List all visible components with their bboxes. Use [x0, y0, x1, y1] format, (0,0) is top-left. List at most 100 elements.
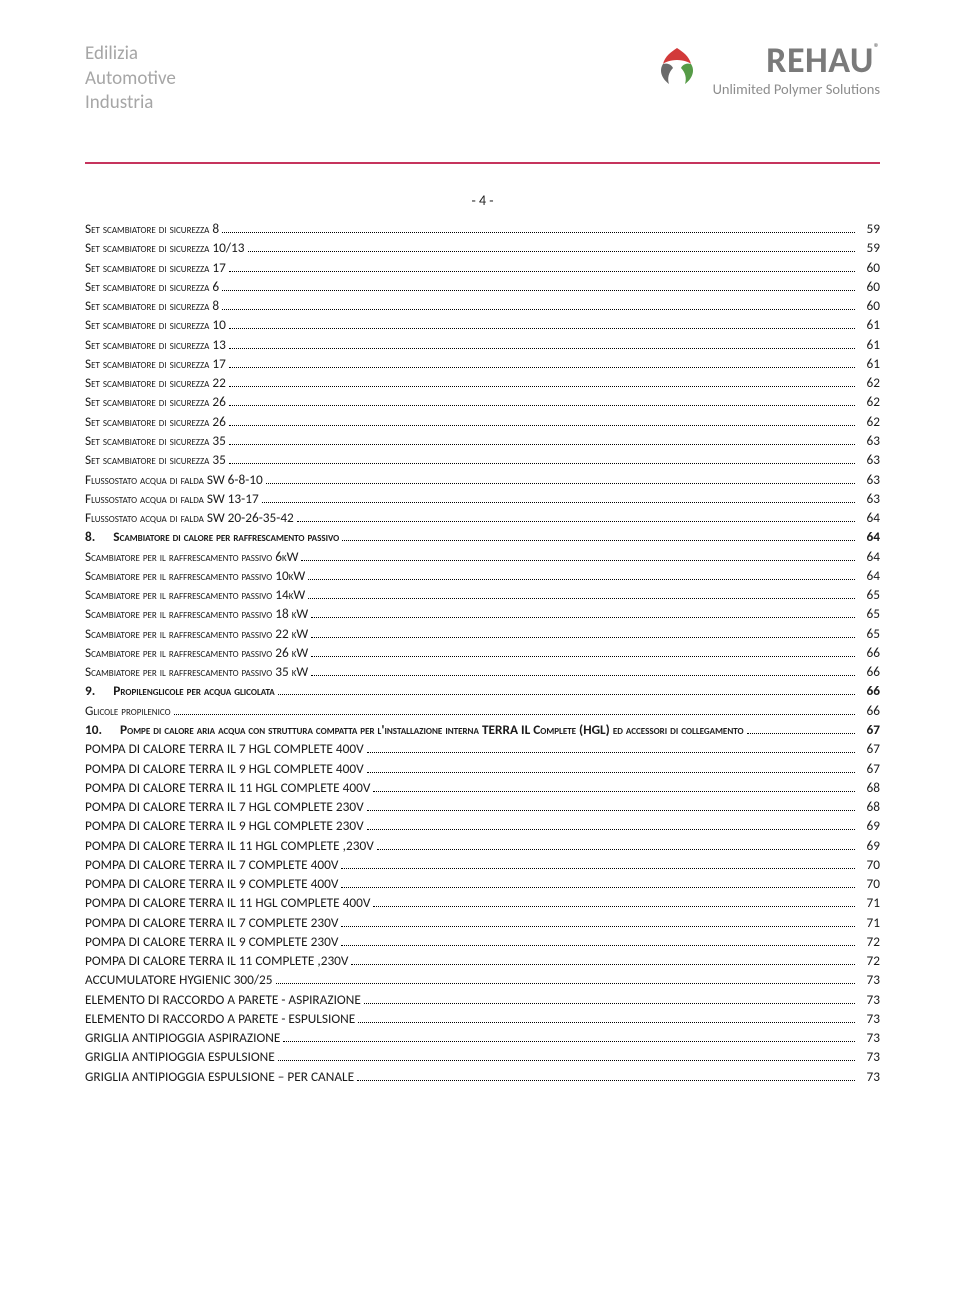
toc-label: POMPA DI CALORE TERRA IL 9 HGL COMPLETE …	[85, 759, 364, 778]
header-left-block: Edilizia Automotive Industria	[85, 42, 176, 116]
toc-page-number: 61	[858, 335, 880, 354]
toc-page-number: 69	[858, 816, 880, 835]
toc-row: Scambiatore per il raffrescamento passiv…	[85, 662, 880, 681]
toc-leader-dots	[222, 232, 855, 233]
brand-tagline: Unlimited Polymer Solutions	[713, 80, 880, 98]
toc-page-number: 73	[858, 1009, 880, 1028]
toc-leader-dots	[311, 637, 855, 638]
toc-page-number: 63	[858, 489, 880, 508]
toc-row: POMPA DI CALORE TERRA IL 11 HGL COMPLETE…	[85, 778, 880, 797]
toc-page-number: 64	[858, 547, 880, 566]
toc-leader-dots	[311, 617, 855, 618]
toc-row: POMPA DI CALORE TERRA IL 7 COMPLETE 400V…	[85, 855, 880, 874]
toc-row: Scambiatore per il raffrescamento passiv…	[85, 624, 880, 643]
toc-page-number: 63	[858, 470, 880, 489]
toc-page-number: 63	[858, 450, 880, 469]
toc-leader-dots	[341, 887, 855, 888]
toc-label: GRIGLIA ANTIPIOGGIA ESPULSIONE – PER CAN…	[85, 1067, 354, 1086]
toc-label-text: GRIGLIA ANTIPIOGGIA ASPIRAZIONE	[85, 1029, 280, 1046]
toc-label: Flussostato acqua di falda SW 20-26-35-4…	[85, 508, 294, 527]
toc-page-number: 67	[858, 739, 880, 758]
toc-label: POMPA DI CALORE TERRA IL 9 COMPLETE 230V	[85, 932, 338, 951]
toc-leader-dots	[222, 290, 855, 291]
toc-page-number: 73	[858, 990, 880, 1009]
toc-row: Scambiatore per il raffrescamento passiv…	[85, 566, 880, 585]
toc-label: Set scambiatore di sicurezza 10	[85, 315, 226, 334]
toc-leader-dots	[229, 328, 855, 329]
toc-row: Set scambiatore di sicurezza 1760	[85, 258, 880, 277]
toc-row: POMPA DI CALORE TERRA IL 7 HGL COMPLETE …	[85, 739, 880, 758]
toc-label: POMPA DI CALORE TERRA IL 11 HGL COMPLETE…	[85, 778, 370, 797]
toc-label-text: POMPA DI CALORE TERRA IL 7 COMPLETE 400V	[85, 856, 338, 873]
toc-leader-dots	[229, 367, 855, 368]
toc-label-text: Set scambiatore di sicurezza 6	[85, 278, 219, 295]
toc-leader-dots	[367, 810, 855, 811]
toc-page-number: 73	[858, 1028, 880, 1047]
toc-leader-dots	[341, 926, 855, 927]
toc-row: Scambiatore per il raffrescamento passiv…	[85, 585, 880, 604]
header-rule	[85, 162, 880, 164]
toc-row: Scambiatore per il raffrescamento passiv…	[85, 604, 880, 623]
toc-row: GRIGLIA ANTIPIOGGIA ESPULSIONE73	[85, 1047, 880, 1066]
toc-page-number: 71	[858, 913, 880, 932]
header-line-2: Automotive	[85, 67, 176, 92]
toc-row: ELEMENTO DI RACCORDO A PARETE - ASPIRAZI…	[85, 990, 880, 1009]
toc-label-text: POMPA DI CALORE TERRA IL 7 HGL COMPLETE …	[85, 798, 364, 815]
toc-row: 10.Pompe di calore aria acqua con strutt…	[85, 720, 880, 739]
toc-leader-dots	[358, 1022, 855, 1023]
toc-row: POMPA DI CALORE TERRA IL 11 COMPLETE ,23…	[85, 951, 880, 970]
toc-label-text: Set scambiatore di sicurezza 22	[85, 374, 226, 391]
toc-label: Scambiatore per il raffrescamento passiv…	[85, 643, 308, 662]
toc-label-text: POMPA DI CALORE TERRA IL 9 COMPLETE 230V	[85, 933, 338, 950]
toc-page-number: 73	[858, 1067, 880, 1086]
toc-row: GRIGLIA ANTIPIOGGIA ASPIRAZIONE 73	[85, 1028, 880, 1047]
toc-label-text: Set scambiatore di sicurezza 17	[85, 355, 226, 372]
toc-label: ELEMENTO DI RACCORDO A PARETE - ESPULSIO…	[85, 1009, 355, 1028]
toc-label: POMPA DI CALORE TERRA IL 7 COMPLETE 400V	[85, 855, 338, 874]
rehau-logo-icon	[653, 42, 701, 90]
toc-label: 9.Propilenglicole per acqua glicolata	[85, 681, 275, 700]
toc-label: Flussostato acqua di falda SW 6-8-10	[85, 470, 263, 489]
toc-row: POMPA DI CALORE TERRA IL 7 COMPLETE 230V…	[85, 913, 880, 932]
toc-row: Flussostato acqua di falda SW 13-17 63	[85, 489, 880, 508]
toc-section-number: 10.	[85, 720, 102, 739]
toc-leader-dots	[311, 656, 855, 657]
toc-row: 9.Propilenglicole per acqua glicolata66	[85, 681, 880, 700]
toc-label-text: POMPA DI CALORE TERRA IL 9 HGL COMPLETE …	[85, 817, 364, 834]
toc-label-text: Flussostato acqua di falda SW 20-26-35-4…	[85, 509, 294, 526]
toc-page-number: 66	[858, 643, 880, 662]
toc-leader-dots	[373, 791, 855, 792]
toc-label-text: Flussostato acqua di falda SW 13-17	[85, 490, 259, 507]
toc-label: POMPA DI CALORE TERRA IL 11 HGL COMPLETE…	[85, 836, 374, 855]
toc-label: Set scambiatore di sicurezza 8	[85, 296, 219, 315]
brand-name: REHAU®	[766, 42, 880, 78]
toc-row: Set scambiatore di sicurezza 3563	[85, 450, 880, 469]
toc-page-number: 68	[858, 797, 880, 816]
brand-text: REHAU	[766, 38, 874, 82]
toc-page-number: 65	[858, 585, 880, 604]
toc-page-number: 67	[858, 759, 880, 778]
toc-page-number: 60	[858, 258, 880, 277]
toc-leader-dots	[357, 1080, 855, 1081]
toc-row: POMPA DI CALORE TERRA IL 7 HGL COMPLETE …	[85, 797, 880, 816]
toc-label: Set scambiatore di sicurezza 10/13	[85, 238, 245, 257]
toc-page-number: 67	[858, 720, 880, 739]
toc-row: Set scambiatore di sicurezza 860	[85, 296, 880, 315]
toc-leader-dots	[301, 560, 855, 561]
toc-page-number: 62	[858, 373, 880, 392]
toc-leader-dots	[229, 386, 855, 387]
toc-page-number: 62	[858, 412, 880, 431]
toc-page-number: 71	[858, 893, 880, 912]
toc-leader-dots	[351, 964, 855, 965]
toc-page-number: 69	[858, 836, 880, 855]
toc-label-text: Scambiatore per il raffrescamento passiv…	[85, 663, 308, 680]
toc-leader-dots	[229, 444, 855, 445]
toc-page-number: 72	[858, 932, 880, 951]
document-page: Edilizia Automotive Industria REHAU® Unl…	[0, 0, 960, 1126]
toc-label: Set scambiatore di sicurezza 26	[85, 392, 226, 411]
toc-leader-dots	[367, 829, 855, 830]
toc-label-text: Set scambiatore di sicurezza 8	[85, 297, 219, 314]
toc-row: Scambiatore per il raffrescamento passiv…	[85, 643, 880, 662]
toc-label-text: Scambiatore per il raffrescamento passiv…	[85, 605, 308, 622]
toc-page-number: 66	[858, 662, 880, 681]
